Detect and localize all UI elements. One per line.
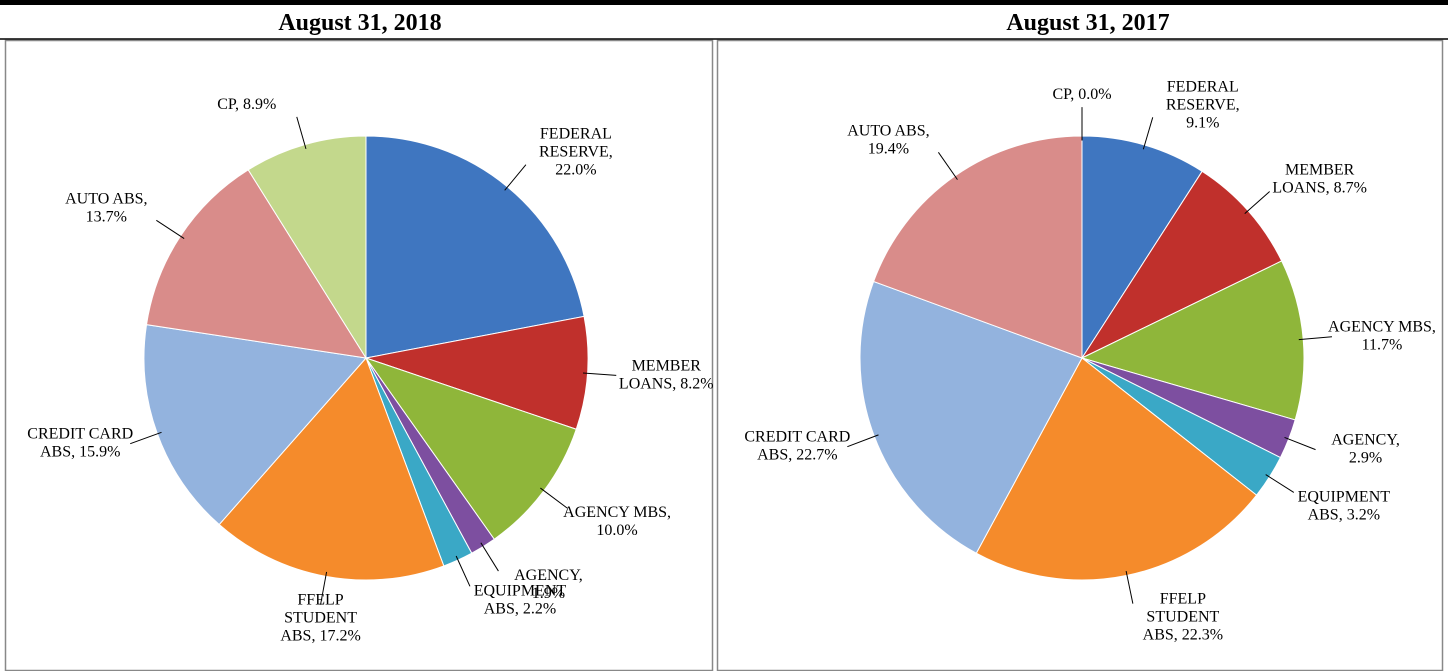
data-label: MEMBER LOANS, 8.2%	[619, 357, 714, 392]
leader-line	[540, 487, 568, 509]
data-label: FFELP STUDENT ABS, 22.3%	[1143, 590, 1223, 643]
data-label: EQUIPMENT ABS, 2.2%	[474, 582, 567, 617]
data-label: AGENCY MBS, 10.0%	[563, 504, 671, 539]
leader-line	[847, 434, 879, 448]
leader-line	[320, 571, 328, 605]
leader-line	[1284, 436, 1316, 451]
data-label: FEDERAL RESERVE, 9.1%	[1166, 78, 1240, 131]
top-rule	[0, 0, 1448, 5]
leader-line	[1265, 474, 1295, 493]
data-label: AGENCY MBS, 11.7%	[1328, 318, 1436, 353]
leader-line	[130, 431, 162, 445]
leader-line	[156, 219, 185, 239]
leader-line	[937, 152, 958, 180]
data-label: AUTO ABS, 13.7%	[65, 190, 147, 225]
leader-line	[1142, 117, 1154, 150]
data-label: CP, 8.9%	[217, 96, 276, 113]
leader-line	[480, 542, 499, 572]
leader-line	[1244, 191, 1270, 214]
leader-line	[1125, 570, 1134, 604]
data-label: CP, 0.0%	[1052, 86, 1111, 103]
data-label: CREDIT CARD ABS, 22.7%	[744, 428, 850, 463]
data-label: AGENCY, 2.9%	[1331, 431, 1400, 466]
leader-line	[583, 372, 617, 376]
data-label: CREDIT CARD ABS, 15.9%	[27, 425, 133, 460]
data-label: FEDERAL RESERVE, 22.0%	[539, 125, 613, 178]
chart-title: August 31, 2018	[278, 10, 441, 36]
leader-line	[504, 164, 527, 191]
leader-line	[296, 116, 307, 150]
chart-title: August 31, 2017	[1006, 10, 1169, 36]
leader-line	[1298, 336, 1333, 341]
data-label: EQUIPMENT ABS, 3.2%	[1298, 488, 1391, 523]
leader-line	[455, 555, 471, 587]
data-label: FFELP STUDENT ABS, 17.2%	[280, 591, 360, 644]
data-label: AUTO ABS, 19.4%	[847, 122, 929, 157]
data-label: AGENCY, 1.9%	[514, 567, 583, 602]
data-label: MEMBER LOANS, 8.7%	[1272, 161, 1367, 196]
